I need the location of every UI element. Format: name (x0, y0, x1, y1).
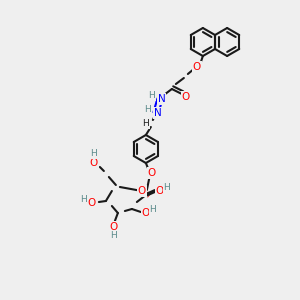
Text: O: O (193, 62, 201, 72)
Text: O: O (142, 208, 150, 218)
Text: H: H (91, 149, 97, 158)
Text: H: H (164, 184, 170, 193)
Text: O: O (88, 198, 96, 208)
Text: O: O (138, 186, 146, 196)
Text: O: O (110, 222, 118, 232)
Text: H: H (145, 104, 151, 113)
Text: O: O (90, 158, 98, 168)
Text: O: O (148, 168, 156, 178)
Text: H: H (148, 92, 155, 100)
Text: O: O (156, 186, 164, 196)
Text: H: H (110, 232, 117, 241)
Text: H: H (80, 196, 87, 205)
Text: O: O (182, 92, 190, 102)
Text: H: H (149, 206, 156, 214)
Text: N: N (154, 108, 162, 118)
Text: H: H (142, 119, 149, 128)
Text: N: N (158, 94, 166, 104)
